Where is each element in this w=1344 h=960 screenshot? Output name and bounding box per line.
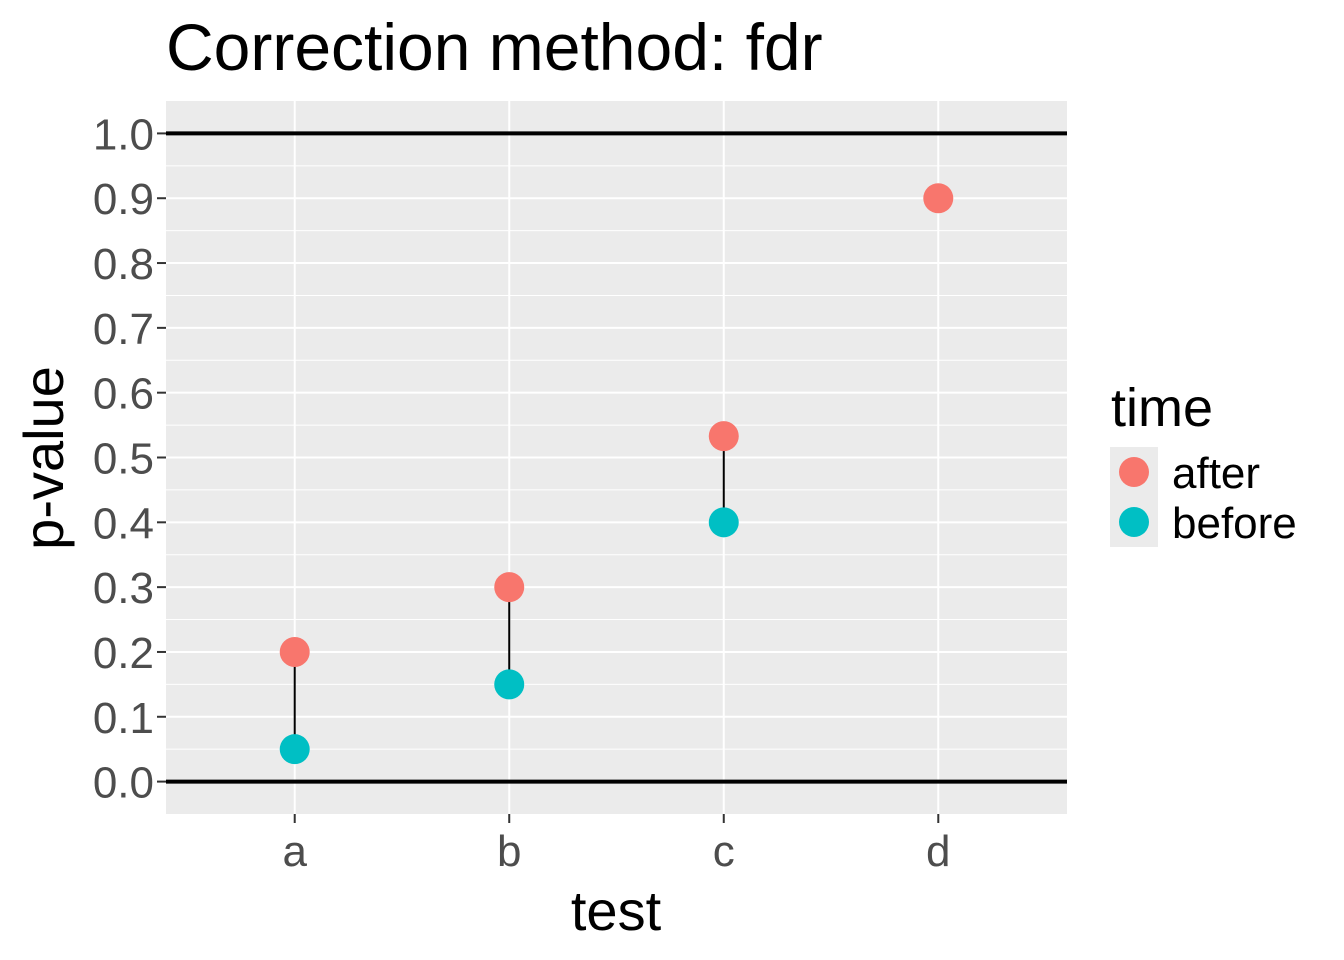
x-tick-label: d <box>926 827 950 876</box>
y-tick-label: 1.0 <box>93 110 154 159</box>
y-tick-label: 0.1 <box>93 694 154 743</box>
x-axis: a b c d <box>282 814 951 876</box>
y-tick-label: 0.2 <box>93 629 154 678</box>
x-tick-label: a <box>282 827 307 876</box>
x-tick-label: c <box>713 827 735 876</box>
y-tick-label: 0.3 <box>93 564 154 613</box>
legend-key-after <box>1119 457 1149 487</box>
point-after-c <box>708 421 739 452</box>
y-tick-label: 0.7 <box>93 305 154 354</box>
y-tick-label: 0.9 <box>93 175 154 224</box>
y-tick-label: 0.5 <box>93 435 154 484</box>
legend-label-before: before <box>1172 499 1297 548</box>
point-before-c <box>708 507 739 538</box>
y-axis-title: p-value <box>12 366 75 550</box>
point-after-a <box>279 636 310 667</box>
point-before-b <box>494 669 525 700</box>
point-after-b <box>494 572 525 603</box>
point-after-d <box>923 183 954 214</box>
legend-label-after: after <box>1172 449 1260 498</box>
point-before-a <box>279 734 310 765</box>
x-tick-label: b <box>497 827 521 876</box>
x-axis-title: test <box>571 879 662 942</box>
chart-title: Correction method: fdr <box>166 10 823 84</box>
legend-key-before <box>1119 507 1149 537</box>
y-tick-label: 0.8 <box>93 240 154 289</box>
y-axis: 0.0 0.1 0.2 0.3 0.4 0.5 0.6 0.7 0.8 0.9 1.0 <box>93 110 166 808</box>
legend-title: time <box>1111 378 1213 438</box>
y-tick-label: 0.4 <box>93 499 154 548</box>
y-tick-label: 0.0 <box>93 759 154 808</box>
reference-lines <box>166 131 1067 784</box>
y-tick-label: 0.6 <box>93 370 154 419</box>
data-points <box>279 183 954 765</box>
minor-gridlines <box>166 165 1067 750</box>
